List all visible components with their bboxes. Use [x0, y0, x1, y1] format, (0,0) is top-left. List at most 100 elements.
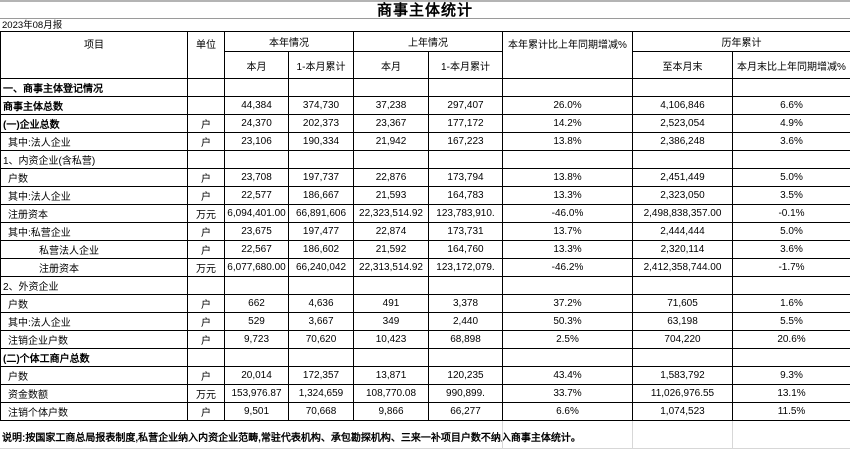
row-label: 注销个体户数 — [0, 402, 188, 421]
row-unit: 万元 — [187, 204, 225, 223]
row-value: 120,235 — [428, 366, 503, 385]
table-row: 其中:私营企业户 23,675 197,477 22,874 173,731 13.7% 2… — [0, 222, 850, 241]
row-value: 22,313,514.92 — [353, 258, 429, 277]
row-value — [502, 276, 633, 295]
row-unit: 户 — [187, 132, 225, 151]
faint-gridline-v1 — [502, 421, 503, 448]
row-value — [288, 276, 354, 295]
row-value: 297,407 — [428, 96, 503, 115]
header-this-year-month: 本月 — [224, 51, 289, 79]
row-value: 63,198 — [632, 312, 733, 331]
row-value: 2,440 — [428, 312, 503, 331]
row-value: 23,675 — [224, 222, 289, 241]
row-value — [632, 348, 733, 367]
row-value: 22,567 — [224, 240, 289, 259]
row-value: 202,373 — [288, 114, 354, 133]
row-value: 70,620 — [288, 330, 354, 349]
row-value: 3.5% — [732, 186, 850, 205]
row-value — [428, 276, 503, 295]
row-label: 私营法人企业 — [0, 240, 188, 259]
row-label: 注册资本 — [0, 258, 188, 277]
row-value: 13.1% — [732, 384, 850, 403]
row-value: 20,014 — [224, 366, 289, 385]
row-value: 44,384 — [224, 96, 289, 115]
row-value: 66,277 — [428, 402, 503, 421]
row-value: 22,323,514.92 — [353, 204, 429, 223]
row-value: 2,444,444 — [632, 222, 733, 241]
table-body: 一、商事主体登记情况 商事主体总数 44,384 374,730 37,238 297,4… — [0, 78, 850, 421]
row-label: 其中:法人企业 — [0, 312, 188, 331]
row-value — [224, 78, 289, 97]
row-value: -46.0% — [502, 204, 633, 223]
row-value: 22,577 — [224, 186, 289, 205]
header-last-year-month: 本月 — [353, 51, 429, 79]
row-value: 13.7% — [502, 222, 633, 241]
row-value: 22,874 — [353, 222, 429, 241]
row-value — [353, 150, 429, 169]
row-value — [288, 78, 354, 97]
row-value: 4,636 — [288, 294, 354, 313]
table-row: 2、外资企业 — [0, 276, 850, 295]
row-value — [353, 276, 429, 295]
row-value — [224, 276, 289, 295]
table-row: 户数户 23,708 197,737 22,876 173,794 13.8% 2,451,… — [0, 168, 850, 187]
footer-note: 说明:按国家工商总局报表制度,私营企业纳入内资企业范畴,常驻代表机构、承包勘探机… — [2, 433, 581, 444]
row-label: 1、内资企业(含私营) — [0, 150, 188, 169]
row-value: 1.6% — [732, 294, 850, 313]
row-value: 2,498,838,357.00 — [632, 204, 733, 223]
row-value — [732, 348, 850, 367]
row-value: 21,592 — [353, 240, 429, 259]
row-value: 197,477 — [288, 222, 354, 241]
row-value — [353, 348, 429, 367]
row-value: 662 — [224, 294, 289, 313]
row-value: 172,357 — [288, 366, 354, 385]
row-unit — [187, 276, 225, 295]
row-value: 173,794 — [428, 168, 503, 187]
row-value — [632, 78, 733, 97]
row-unit — [187, 348, 225, 367]
row-value: 6.6% — [732, 96, 850, 115]
row-value: 14.2% — [502, 114, 633, 133]
row-value: 3.6% — [732, 240, 850, 259]
row-value: 2,386,248 — [632, 132, 733, 151]
row-value: 1,074,523 — [632, 402, 733, 421]
row-value: 9,866 — [353, 402, 429, 421]
table-row: 注册资本 万元 6,077,680.00 66,240,042 22,313,514.9… — [0, 258, 850, 277]
row-value: 13,871 — [353, 366, 429, 385]
row-unit: 户 — [187, 312, 225, 331]
table-row: 资金数额 万元 153,976.87 1,324,659 108,770.08 990,8… — [0, 384, 850, 403]
row-value: -0.1% — [732, 204, 850, 223]
table-row: 户数户 662 4,636 491 3,378 37.2% 71,605 1.6% — [0, 294, 850, 313]
row-value — [428, 150, 503, 169]
row-value: 3,667 — [288, 312, 354, 331]
row-value: 5.0% — [732, 222, 850, 241]
row-value — [428, 78, 503, 97]
row-value: 2,412,358,744.00 — [632, 258, 733, 277]
row-unit: 万元 — [187, 258, 225, 277]
row-value — [428, 348, 503, 367]
faint-gridline-bottom — [0, 448, 850, 449]
header-yoy-change: 本年累计比上年同期增减% — [502, 31, 633, 79]
table-row: 注销企业户数户 9,723 70,620 10,423 68,898 2.5% 704,22… — [0, 330, 850, 349]
row-value: 23,106 — [224, 132, 289, 151]
row-value: 123,172,079. — [428, 258, 503, 277]
row-value — [732, 150, 850, 169]
row-label: 注册资本 — [0, 204, 188, 223]
row-label: 2、外资企业 — [0, 276, 188, 295]
row-value: 6.6% — [502, 402, 633, 421]
row-value — [732, 276, 850, 295]
header-row-2: 本月 1-本月累计 本月 1-本月累计 至本月末 本月末比上年同期增减% — [1, 51, 850, 79]
row-value: 20.6% — [732, 330, 850, 349]
row-value: 50.3% — [502, 312, 633, 331]
row-unit: 户 — [187, 402, 225, 421]
row-value: 4.9% — [732, 114, 850, 133]
row-unit: 户 — [187, 222, 225, 241]
table-row: 其中:法人企业户 22,577 186,667 21,593 164,783 13.3% 2… — [0, 186, 850, 205]
row-value: 33.7% — [502, 384, 633, 403]
row-value: 2,523,054 — [632, 114, 733, 133]
row-value: 186,602 — [288, 240, 354, 259]
row-value: 10,423 — [353, 330, 429, 349]
row-value — [288, 348, 354, 367]
header-row-1: 项目 单位 本年情况 上年情况 本年累计比上年同期增减% 历年累计 — [0, 31, 850, 79]
